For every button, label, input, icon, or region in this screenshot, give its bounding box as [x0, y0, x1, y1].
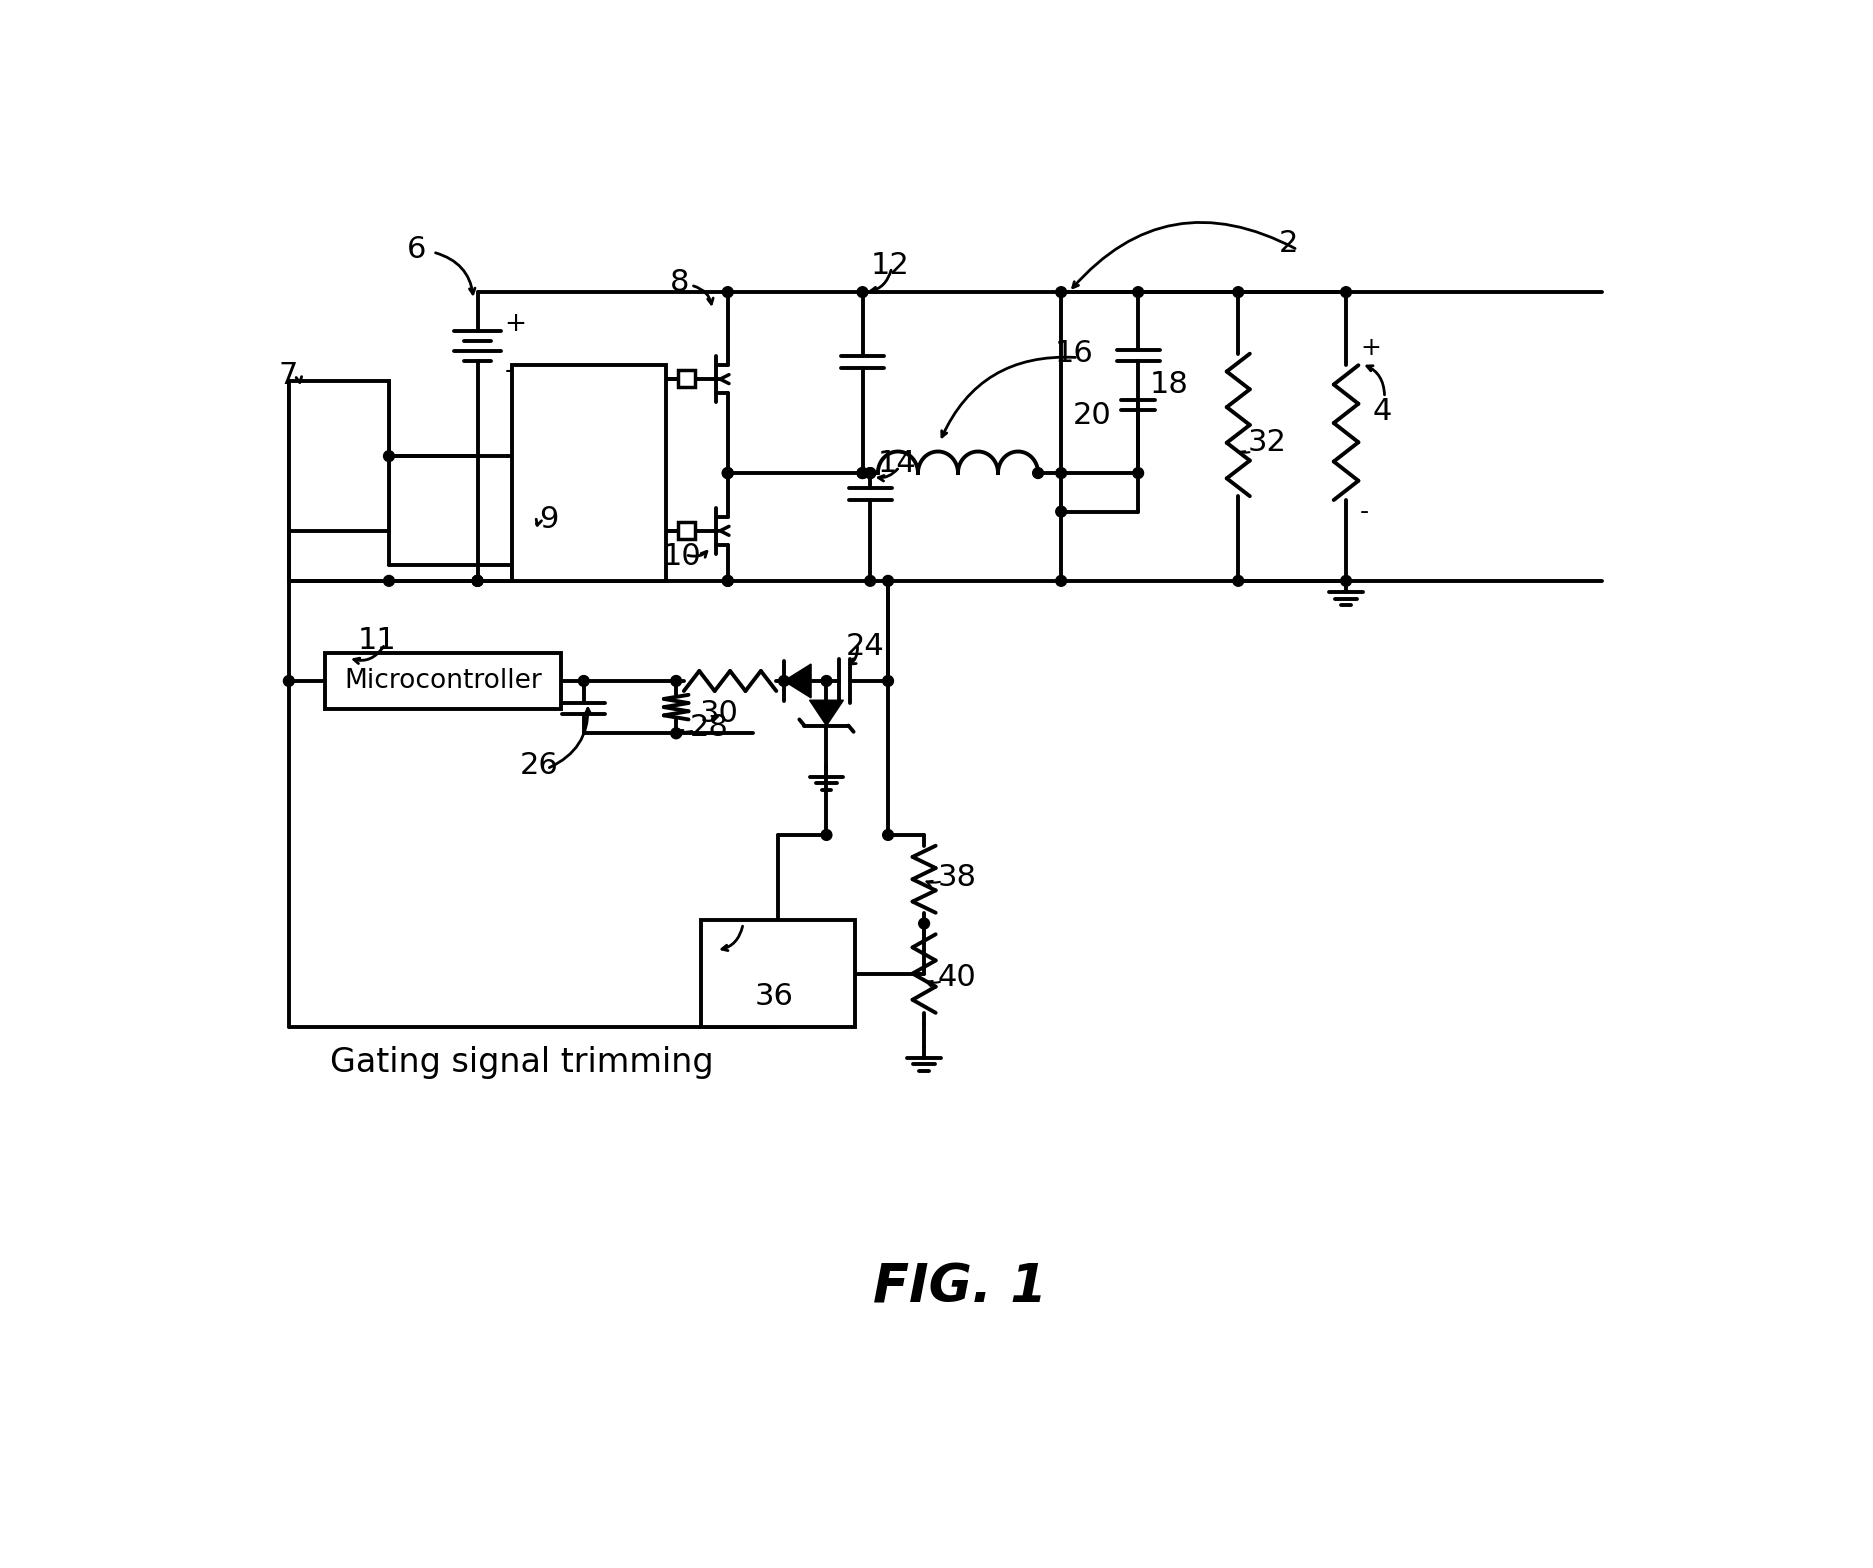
Circle shape — [671, 676, 682, 687]
Circle shape — [1133, 287, 1144, 298]
Circle shape — [882, 829, 893, 840]
Circle shape — [472, 575, 483, 586]
Circle shape — [882, 575, 893, 586]
Text: -: - — [504, 358, 513, 384]
Text: 6: 6 — [406, 235, 425, 265]
Text: 18: 18 — [1150, 370, 1189, 398]
Circle shape — [1032, 467, 1043, 478]
Text: 10: 10 — [663, 541, 701, 571]
Circle shape — [779, 676, 789, 687]
Circle shape — [858, 467, 867, 478]
Circle shape — [283, 676, 294, 687]
Text: 20: 20 — [1073, 401, 1111, 430]
Circle shape — [1056, 287, 1066, 298]
Bar — [288, 381, 390, 532]
Text: 40: 40 — [938, 963, 976, 993]
Text: 14: 14 — [878, 450, 916, 478]
Circle shape — [858, 467, 867, 478]
Circle shape — [1232, 287, 1244, 298]
Circle shape — [1133, 467, 1144, 478]
Circle shape — [858, 287, 867, 298]
Text: 9: 9 — [539, 505, 558, 533]
Text: 36: 36 — [755, 982, 794, 1011]
Circle shape — [820, 829, 832, 840]
Circle shape — [1341, 287, 1352, 298]
Circle shape — [723, 575, 732, 586]
Text: 30: 30 — [699, 699, 738, 728]
Text: 38: 38 — [938, 862, 978, 892]
Bar — [678, 522, 695, 538]
Circle shape — [671, 728, 682, 739]
Text: 16: 16 — [1054, 339, 1094, 368]
Circle shape — [1056, 467, 1066, 478]
Text: 2: 2 — [1277, 229, 1298, 259]
Bar — [326, 654, 560, 709]
Polygon shape — [809, 701, 843, 726]
Text: +: + — [1360, 336, 1380, 361]
Text: 32: 32 — [1247, 428, 1287, 456]
Bar — [511, 365, 667, 580]
Circle shape — [723, 287, 732, 298]
Text: 24: 24 — [847, 632, 884, 660]
Bar — [678, 370, 695, 387]
Text: FIG. 1: FIG. 1 — [873, 1262, 1047, 1314]
Circle shape — [882, 676, 893, 687]
Text: 12: 12 — [871, 251, 908, 279]
Circle shape — [865, 467, 875, 478]
Circle shape — [723, 467, 732, 478]
Text: -: - — [1360, 500, 1369, 524]
Text: 8: 8 — [671, 268, 689, 296]
Circle shape — [723, 575, 732, 586]
Text: 26: 26 — [521, 751, 558, 781]
Circle shape — [723, 467, 732, 478]
Circle shape — [384, 575, 395, 586]
Text: Gating signal trimming: Gating signal trimming — [330, 1046, 714, 1079]
Circle shape — [865, 575, 875, 586]
Circle shape — [1341, 575, 1352, 586]
Circle shape — [472, 575, 483, 586]
Text: 11: 11 — [358, 626, 397, 655]
Text: 7: 7 — [279, 361, 298, 390]
Circle shape — [472, 575, 483, 586]
Bar — [701, 920, 854, 1027]
Circle shape — [865, 467, 875, 478]
Text: 28: 28 — [689, 713, 729, 742]
Circle shape — [920, 919, 929, 928]
Text: +: + — [504, 312, 526, 337]
Circle shape — [1232, 575, 1244, 586]
Circle shape — [1056, 506, 1066, 517]
Circle shape — [820, 676, 832, 687]
Text: 4: 4 — [1373, 397, 1392, 426]
Circle shape — [1056, 575, 1066, 586]
Polygon shape — [785, 663, 811, 698]
Text: Microcontroller: Microcontroller — [345, 668, 541, 695]
Circle shape — [384, 450, 395, 461]
Circle shape — [579, 676, 590, 687]
